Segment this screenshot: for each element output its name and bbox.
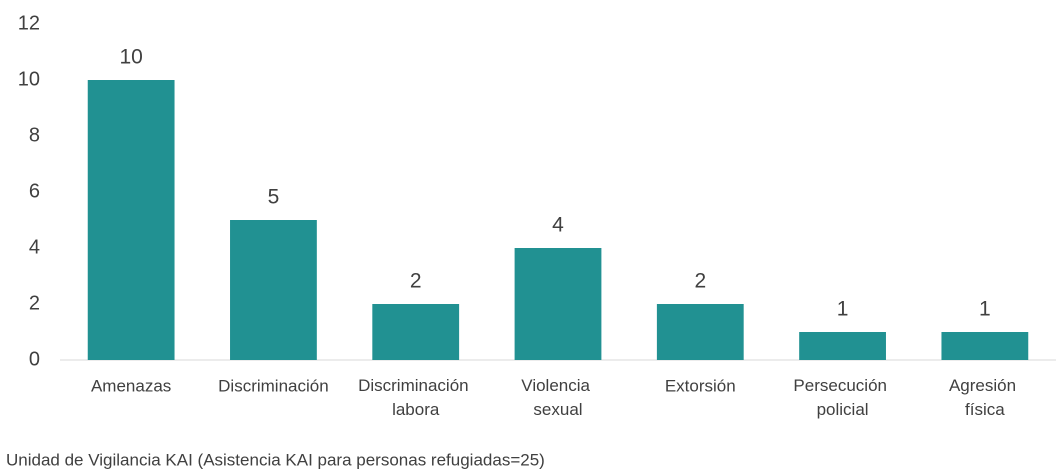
y-tick-label: 4 bbox=[29, 236, 40, 258]
bar bbox=[372, 304, 460, 360]
bar bbox=[799, 332, 886, 360]
data-label: 2 bbox=[694, 270, 706, 293]
x-tick-label: Persecución policial bbox=[793, 376, 891, 419]
bar bbox=[656, 304, 744, 360]
y-tick-label: 8 bbox=[29, 124, 40, 146]
bar bbox=[514, 248, 602, 360]
x-tick-label: Amenazas bbox=[91, 376, 171, 395]
bar bbox=[87, 80, 175, 360]
x-tick-label: Extorsión bbox=[665, 376, 736, 395]
y-tick-label: 10 bbox=[18, 68, 40, 90]
y-tick-label: 0 bbox=[29, 348, 40, 370]
bar bbox=[230, 220, 317, 360]
y-tick-label: 12 bbox=[18, 12, 40, 34]
y-tick-label: 2 bbox=[29, 292, 40, 314]
data-label: 5 bbox=[268, 186, 280, 209]
x-tick-label: Agresión física bbox=[949, 376, 1021, 419]
data-label: 1 bbox=[837, 298, 849, 321]
x-tick-label: Discriminación bbox=[218, 376, 329, 395]
data-label: 10 bbox=[119, 46, 142, 69]
x-tick-label: Discriminación labora bbox=[358, 376, 473, 419]
data-label: 1 bbox=[979, 298, 991, 321]
data-label: 2 bbox=[410, 270, 422, 293]
y-tick-label: 6 bbox=[29, 180, 40, 202]
x-tick-label: Violencia sexual bbox=[521, 376, 594, 419]
bar bbox=[941, 332, 1029, 360]
data-label: 4 bbox=[552, 214, 564, 237]
chart-note: Unidad de Vigilancia KAI (Asistencia KAI… bbox=[6, 450, 545, 469]
